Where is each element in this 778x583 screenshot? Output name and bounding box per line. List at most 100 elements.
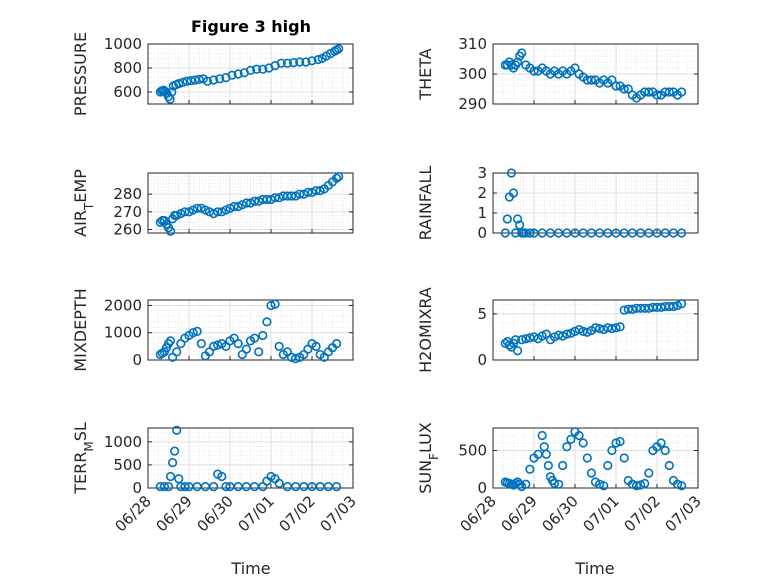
data-point xyxy=(229,201,239,212)
data-point xyxy=(282,58,293,68)
data-point xyxy=(241,198,251,208)
y-tick-label: 1000 xyxy=(104,35,142,53)
axes-box xyxy=(147,43,354,105)
data-point xyxy=(525,228,535,238)
data-point xyxy=(323,482,334,492)
y-tick-label: 500 xyxy=(458,442,487,460)
y-axis-label: AIRTEMP xyxy=(71,169,96,237)
data-point xyxy=(676,228,687,238)
data-point xyxy=(607,324,617,334)
data-point xyxy=(525,464,535,474)
x-tick-label: 07/01 xyxy=(235,492,278,535)
data-point xyxy=(262,194,272,205)
data-point xyxy=(194,74,204,84)
data-point xyxy=(619,84,629,94)
data-point xyxy=(209,482,219,492)
data-point xyxy=(570,63,580,73)
panel-rainfall: 0 1 2 3 RAINFALL xyxy=(416,164,699,242)
data-point xyxy=(172,425,182,435)
data-point xyxy=(282,482,293,492)
data-point xyxy=(192,203,202,213)
panel-pressure: 600 800 1000 PRESSURE xyxy=(71,32,354,116)
data-point xyxy=(334,44,344,54)
data-point xyxy=(233,339,243,349)
y-axis-label: PRESSURE xyxy=(71,32,90,116)
data-point xyxy=(515,220,525,230)
y-tick-label: 1 xyxy=(477,204,487,222)
figure-title: Figure 3 high xyxy=(191,17,311,36)
y-tick-label: 310 xyxy=(458,35,487,53)
data-point xyxy=(315,482,325,492)
x-tick-label: 06/29 xyxy=(498,492,541,535)
data-point xyxy=(178,77,188,87)
data-point xyxy=(660,445,670,456)
panel-theta: 290 300 310 THETA xyxy=(416,35,699,113)
data-point xyxy=(603,460,613,471)
data-point xyxy=(303,187,313,198)
data-point xyxy=(301,57,311,67)
data-point xyxy=(286,191,297,201)
data-point xyxy=(543,460,553,471)
data-point xyxy=(165,471,176,482)
y-tick-label: 1000 xyxy=(104,433,142,451)
data-point xyxy=(227,70,237,80)
data-point xyxy=(553,479,564,489)
data-point xyxy=(615,322,625,332)
data-point xyxy=(165,336,176,346)
y-tick-label: 0 xyxy=(132,479,142,497)
y-tick-label: 3 xyxy=(477,164,487,182)
x-tick-label: 06/30 xyxy=(194,492,237,535)
panel-mixdepth: 0 1000 2000 MIXDEPTH xyxy=(71,288,354,372)
x-tick-label: 06/29 xyxy=(153,492,196,535)
y-axis-label: TERRMSL xyxy=(71,422,96,495)
y-tick-label: 2 xyxy=(477,184,487,202)
data-point xyxy=(668,301,679,312)
data-point xyxy=(549,478,560,489)
data-point xyxy=(332,173,342,183)
data-point xyxy=(664,460,674,471)
data-point xyxy=(512,346,523,356)
x-axis-label-right: Time xyxy=(574,559,614,578)
data-point xyxy=(180,207,190,217)
data-point xyxy=(311,341,321,351)
y-axis-label: RAINFALL xyxy=(416,166,435,241)
y-tick-label: 2000 xyxy=(104,296,142,314)
data-point xyxy=(607,445,617,456)
data-point xyxy=(170,446,180,456)
data-point xyxy=(521,334,531,344)
y-tick-label: 600 xyxy=(113,83,142,101)
data-point xyxy=(258,330,268,341)
data-point xyxy=(295,189,305,199)
data-point xyxy=(515,479,525,489)
data-point xyxy=(562,442,572,452)
data-point xyxy=(270,193,280,203)
data-point xyxy=(165,94,175,104)
data-point xyxy=(529,66,539,76)
x-tick-label: 07/01 xyxy=(580,492,623,535)
data-point xyxy=(196,339,206,349)
data-point xyxy=(252,64,262,74)
data-point xyxy=(502,214,512,224)
data-point xyxy=(334,171,344,182)
data-point xyxy=(313,54,323,65)
x-tick-label: 07/03 xyxy=(662,492,705,535)
y-tick-label: 300 xyxy=(458,65,487,83)
data-point xyxy=(607,75,617,85)
data-point xyxy=(295,57,305,67)
y-tick-label: 1000 xyxy=(104,324,142,342)
data-point xyxy=(582,453,592,463)
data-point xyxy=(512,214,523,224)
data-point xyxy=(250,196,260,206)
data-point xyxy=(640,478,650,489)
y-tick-label: 0 xyxy=(477,351,487,369)
data-point xyxy=(192,326,202,336)
data-point xyxy=(270,299,280,309)
y-axis-label: THETA xyxy=(416,48,435,100)
data-point xyxy=(188,328,198,338)
data-point xyxy=(209,341,219,351)
data-point xyxy=(241,344,251,354)
data-point xyxy=(541,449,551,459)
data-point xyxy=(500,228,510,238)
x-tick-label: 06/30 xyxy=(539,492,582,535)
data-point xyxy=(213,207,223,217)
